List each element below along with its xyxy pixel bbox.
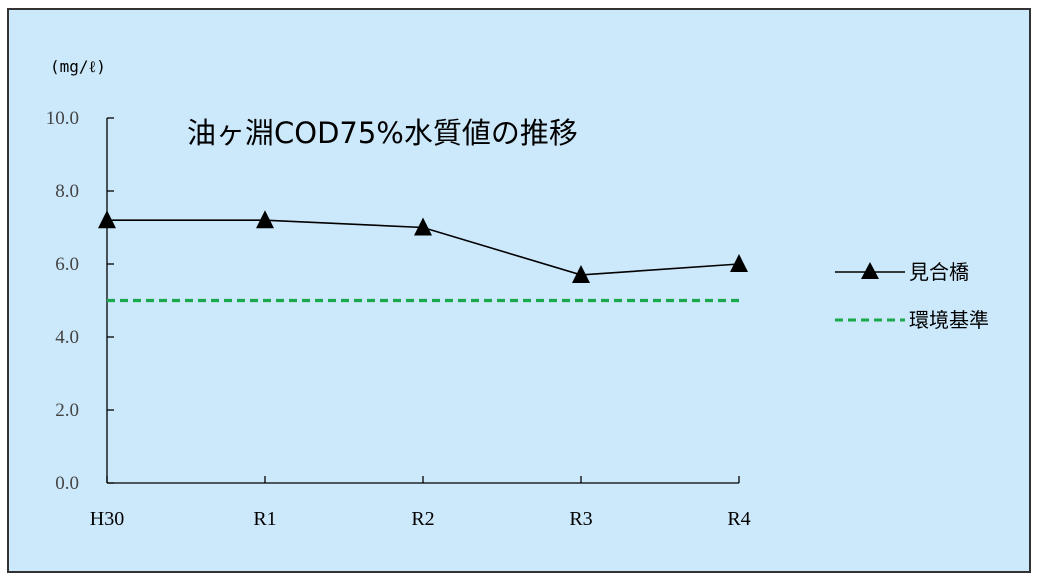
x-tick-label: H30: [90, 508, 124, 530]
axes: 0.0 2.0 4.0 6.0 8.0 10.0 H30 R1 R2 R3 R4: [46, 108, 751, 530]
chart-frame: [7, 8, 1031, 573]
x-tick-label: R3: [569, 508, 592, 530]
legend-label-miaibashi: 見合橋: [909, 260, 969, 284]
y-tick-label: 10.0: [46, 108, 79, 129]
series-layer: [98, 210, 748, 303]
x-tick-label: R1: [253, 508, 276, 530]
y-tick-label: 8.0: [55, 181, 79, 202]
y-unit-label: (mg/ℓ): [50, 57, 106, 76]
data-point-triangle: [730, 254, 748, 272]
legend-triangle-icon: [861, 262, 879, 279]
x-tick-label: R4: [727, 508, 750, 530]
y-tick-label: 6.0: [55, 254, 79, 275]
x-tick-label: R2: [411, 508, 434, 530]
chart-title: 油ヶ淵COD75%水質値の推移: [187, 116, 578, 150]
legend-label-standard: 環境基準: [909, 308, 989, 332]
data-point-triangle: [572, 264, 590, 283]
y-tick-label: 0.0: [55, 473, 79, 494]
data-point-triangle: [414, 217, 432, 236]
data-point-triangle: [256, 210, 274, 229]
legend: 見合橋 環境基準: [835, 260, 989, 332]
y-tick-label: 2.0: [55, 400, 79, 421]
data-point-triangle: [98, 210, 116, 229]
y-tick-label: 4.0: [55, 327, 79, 348]
